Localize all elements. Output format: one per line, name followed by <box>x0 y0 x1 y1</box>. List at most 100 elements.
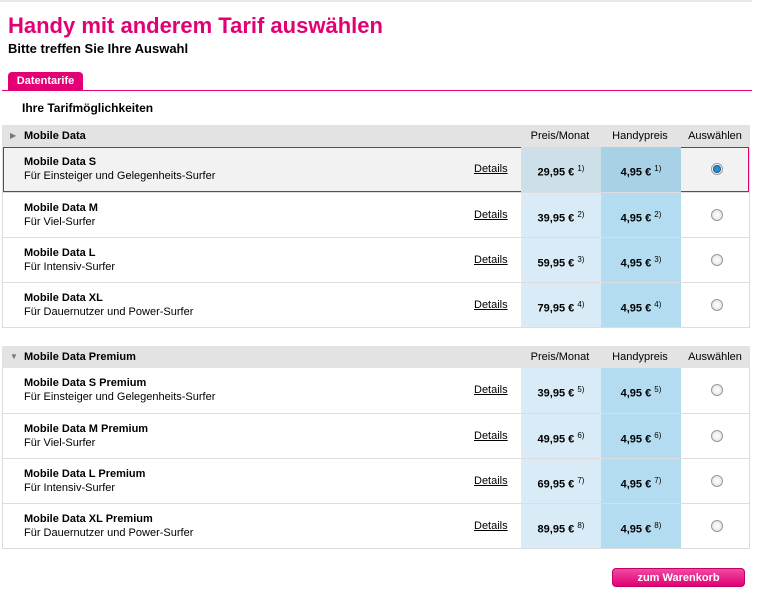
details-link[interactable]: Details <box>474 209 508 221</box>
footnote: 3) <box>577 255 585 264</box>
footnote: 8) <box>577 521 585 530</box>
handy-price: 4,95 € 7) <box>601 459 681 503</box>
details-link[interactable]: Details <box>474 520 508 532</box>
tariff-description: Für Einsteiger und Gelegenheits-Surfer <box>24 391 216 403</box>
details-link[interactable]: Details <box>474 384 508 396</box>
tariff-name: Mobile Data L Premium <box>24 468 146 480</box>
cart-button[interactable]: zum Warenkorb <box>612 568 745 587</box>
footnote: 3) <box>654 255 662 264</box>
price-value: 4,95 € <box>620 478 652 491</box>
group-header[interactable]: ▶ Mobile Data Preis/Monat Handypreis Aus… <box>2 125 750 147</box>
tariff-row[interactable]: Mobile Data XL Premium Für Dauernutzer u… <box>3 503 749 548</box>
tariff-name: Mobile Data XL Premium <box>24 513 153 525</box>
section-title: Ihre Tarifmöglichkeiten <box>22 101 154 115</box>
select-radio[interactable] <box>711 520 723 532</box>
handy-price: 4,95 € 4) <box>601 283 681 327</box>
details-link[interactable]: Details <box>474 430 508 442</box>
price-value: 4,95 € <box>620 257 652 270</box>
tariff-name: Mobile Data S <box>24 156 97 168</box>
price-value: 4,95 € <box>620 302 652 315</box>
tariff-name: Mobile Data XL <box>24 292 103 304</box>
footnote: 4) <box>654 300 662 309</box>
footnote: 4) <box>577 300 585 309</box>
column-price: Preis/Monat <box>530 351 590 363</box>
page-title: Handy mit anderem Tarif auswählen <box>8 13 383 38</box>
select-radio[interactable] <box>711 299 723 311</box>
tariff-row[interactable]: Mobile Data L Premium Für Intensiv-Surfe… <box>3 458 749 503</box>
group-title: Mobile Data <box>24 130 86 142</box>
footnote: 7) <box>654 476 662 485</box>
footnote: 7) <box>577 476 585 485</box>
tariff-description: Für Dauernutzer und Power-Surfer <box>24 306 194 318</box>
tariff-row[interactable]: Mobile Data M Für Viel-Surfer Details 39… <box>3 192 749 237</box>
footnote: 2) <box>577 210 585 219</box>
price-value: 39,95 € <box>537 387 575 400</box>
top-divider <box>0 0 752 2</box>
select-radio[interactable] <box>711 254 723 266</box>
handy-price: 4,95 € 8) <box>601 504 681 548</box>
tab-divider <box>2 90 752 91</box>
details-link[interactable]: Details <box>474 254 508 266</box>
details-link[interactable]: Details <box>474 475 508 487</box>
tariff-description: Für Intensiv-Surfer <box>24 482 116 494</box>
handy-price: 4,95 € 2) <box>601 193 681 237</box>
select-radio[interactable] <box>711 430 723 442</box>
column-price: Preis/Monat <box>530 130 590 142</box>
tariff-row[interactable]: Mobile Data XL Für Dauernutzer und Power… <box>3 282 749 327</box>
price-value: 4,95 € <box>620 166 652 179</box>
tariff-group: ▼ Mobile Data Premium Preis/Monat Handyp… <box>2 346 750 549</box>
tariff-group: ▶ Mobile Data Preis/Monat Handypreis Aus… <box>2 125 750 328</box>
footnote: 1) <box>577 164 585 173</box>
page-subtitle: Bitte treffen Sie Ihre Auswahl <box>8 41 189 56</box>
tariff-description: Für Intensiv-Surfer <box>24 261 116 273</box>
price-value: 69,95 € <box>537 478 575 491</box>
triangle-right-icon[interactable]: ▶ <box>10 131 17 140</box>
monthly-price: 39,95 € 5) <box>521 368 601 413</box>
select-radio[interactable] <box>711 475 723 487</box>
tariff-row[interactable]: Mobile Data M Premium Für Viel-Surfer De… <box>3 413 749 458</box>
price-value: 49,95 € <box>537 433 575 446</box>
column-handy: Handypreis <box>612 130 668 142</box>
footnote: 2) <box>654 210 662 219</box>
handy-price: 4,95 € 6) <box>601 414 681 458</box>
handy-price: 4,95 € 5) <box>601 368 681 413</box>
tariff-row[interactable]: Mobile Data S Premium Für Einsteiger und… <box>3 368 749 413</box>
tariff-description: Für Viel-Surfer <box>24 437 96 449</box>
tariff-row[interactable]: Mobile Data S Für Einsteiger und Gelegen… <box>3 147 749 192</box>
triangle-down-icon[interactable]: ▼ <box>10 352 18 361</box>
column-select: Auswählen <box>688 351 742 363</box>
price-value: 89,95 € <box>537 523 575 536</box>
tariff-description: Für Viel-Surfer <box>24 216 96 228</box>
tariff-description: Für Dauernutzer und Power-Surfer <box>24 527 194 539</box>
handy-price: 4,95 € 1) <box>601 147 681 192</box>
price-value: 39,95 € <box>537 212 575 225</box>
tariff-name: Mobile Data M <box>24 202 98 214</box>
select-radio[interactable] <box>711 163 723 175</box>
price-value: 4,95 € <box>620 433 652 446</box>
monthly-price: 29,95 € 1) <box>521 147 601 192</box>
price-value: 29,95 € <box>537 166 575 179</box>
price-value: 4,95 € <box>620 523 652 536</box>
select-radio[interactable] <box>711 209 723 221</box>
details-link[interactable]: Details <box>474 299 508 311</box>
footnote: 5) <box>577 385 585 394</box>
price-value: 59,95 € <box>537 257 575 270</box>
footnote: 8) <box>654 521 662 530</box>
footnote: 5) <box>654 385 662 394</box>
select-radio[interactable] <box>711 384 723 396</box>
group-header[interactable]: ▼ Mobile Data Premium Preis/Monat Handyp… <box>2 346 750 368</box>
tariff-description: Für Einsteiger und Gelegenheits-Surfer <box>24 170 216 182</box>
group-title: Mobile Data Premium <box>24 351 136 363</box>
tariff-row[interactable]: Mobile Data L Für Intensiv-Surfer Detail… <box>3 237 749 282</box>
footnote: 6) <box>654 431 662 440</box>
monthly-price: 89,95 € 8) <box>521 504 601 548</box>
tariff-name: Mobile Data M Premium <box>24 423 149 435</box>
tariff-name: Mobile Data L <box>24 247 96 259</box>
column-handy: Handypreis <box>612 351 668 363</box>
tab-datentarife[interactable]: Datentarife <box>8 72 83 90</box>
tariff-name: Mobile Data S Premium <box>24 377 147 389</box>
details-link[interactable]: Details <box>474 163 508 175</box>
monthly-price: 69,95 € 7) <box>521 459 601 503</box>
footnote: 1) <box>654 164 662 173</box>
monthly-price: 59,95 € 3) <box>521 238 601 282</box>
